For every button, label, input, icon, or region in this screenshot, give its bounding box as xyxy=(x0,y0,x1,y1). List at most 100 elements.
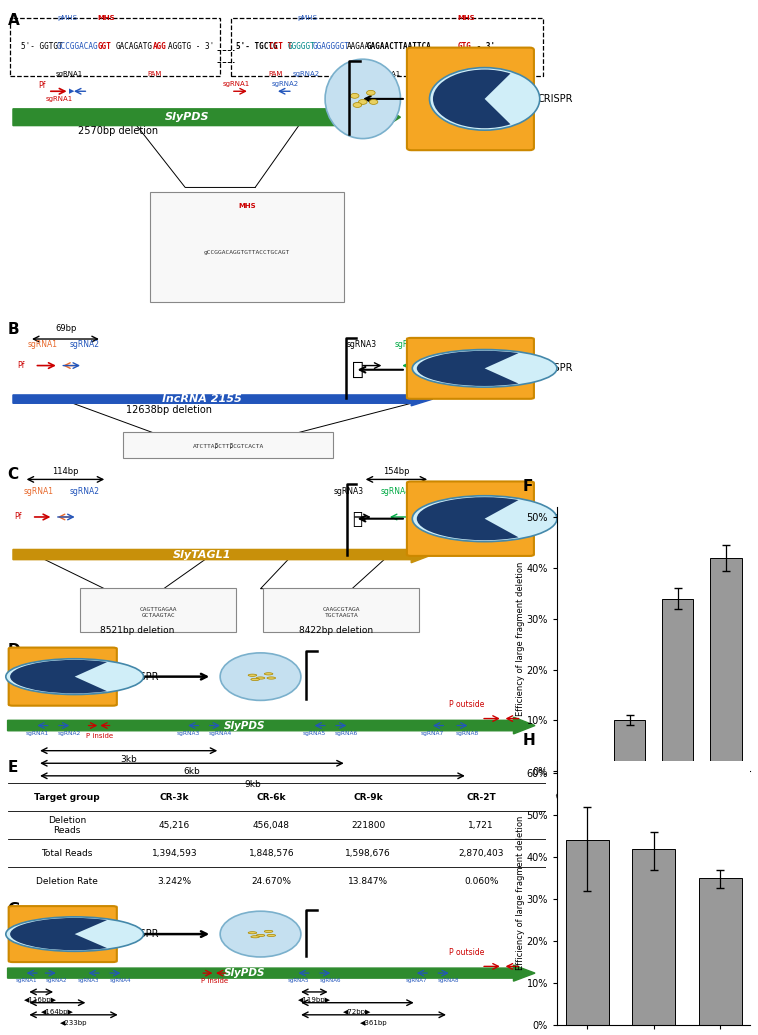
Text: 8521bp deletion: 8521bp deletion xyxy=(99,626,174,634)
Ellipse shape xyxy=(220,653,301,701)
Text: CRISPR: CRISPR xyxy=(124,672,158,682)
Text: sgRNA6: sgRNA6 xyxy=(335,731,359,736)
Text: ATCTTAβCTTβCGTCACTA: ATCTTAβCTTβCGTCACTA xyxy=(193,443,264,449)
Text: SlyPDS: SlyPDS xyxy=(165,112,209,122)
Circle shape xyxy=(267,677,276,679)
Circle shape xyxy=(248,932,257,934)
Text: CAGTTGAGAA
GCTAAGTAC: CAGTTGAGAA GCTAAGTAC xyxy=(139,607,177,618)
Text: sgRNA3: sgRNA3 xyxy=(346,339,377,349)
Circle shape xyxy=(251,678,259,681)
Text: CRISPR: CRISPR xyxy=(537,94,573,104)
Text: ◀72bp▶: ◀72bp▶ xyxy=(343,1009,371,1014)
Text: CCT T: CCT T xyxy=(268,42,292,52)
Text: MHS: MHS xyxy=(238,203,256,209)
FancyBboxPatch shape xyxy=(124,432,334,459)
Text: sgRNA3: sgRNA3 xyxy=(334,487,363,497)
Circle shape xyxy=(412,350,557,387)
Text: Pf: Pf xyxy=(14,512,21,522)
Text: pMHS: pMHS xyxy=(297,16,317,22)
Text: Deletion
Reads: Deletion Reads xyxy=(48,816,86,835)
Text: GACAGATG: GACAGATG xyxy=(115,42,152,52)
Text: sgRNA8: sgRNA8 xyxy=(456,731,479,736)
Text: pMHS: pMHS xyxy=(57,16,77,22)
Text: 3.242%: 3.242% xyxy=(158,877,192,886)
Text: 🌱: 🌱 xyxy=(352,509,362,528)
Text: AGGTG - 3': AGGTG - 3' xyxy=(168,42,215,52)
Text: 2570bp deletion: 2570bp deletion xyxy=(77,126,158,137)
Text: P outside: P outside xyxy=(449,700,484,709)
Text: P inside: P inside xyxy=(202,978,228,984)
Text: GCCGGACAG: GCCGGACAG xyxy=(57,42,99,52)
Text: H: H xyxy=(522,733,535,747)
Text: 8422bp deletion: 8422bp deletion xyxy=(299,626,373,634)
Text: sgRNA2: sgRNA2 xyxy=(45,978,67,983)
Text: sgRNA1: sgRNA1 xyxy=(45,96,73,101)
Text: B: B xyxy=(8,322,19,337)
Text: 5'- TGCTG: 5'- TGCTG xyxy=(236,42,278,52)
Wedge shape xyxy=(10,918,107,950)
Text: sgRNA5: sgRNA5 xyxy=(287,978,309,983)
Bar xyxy=(699,878,741,1025)
Text: CRISPR: CRISPR xyxy=(537,363,573,374)
Text: SlyPDS: SlyPDS xyxy=(224,720,265,731)
Text: MHS: MHS xyxy=(98,16,115,22)
Circle shape xyxy=(6,658,143,694)
FancyArrow shape xyxy=(13,546,433,563)
FancyBboxPatch shape xyxy=(407,48,534,150)
Circle shape xyxy=(267,935,276,937)
Text: sgRNA1: sgRNA1 xyxy=(223,82,250,87)
Text: sgRNA4: sgRNA4 xyxy=(110,978,131,983)
Text: 456,048: 456,048 xyxy=(252,821,290,830)
Text: 221800: 221800 xyxy=(351,821,385,830)
Text: sgRNA4: sgRNA4 xyxy=(395,339,425,349)
Text: GGT: GGT xyxy=(98,42,111,52)
Text: 69bp: 69bp xyxy=(55,324,77,332)
Circle shape xyxy=(369,99,377,105)
Wedge shape xyxy=(417,497,518,540)
Text: CR-9k: CR-9k xyxy=(353,793,383,802)
Circle shape xyxy=(367,90,375,95)
Text: 6kb: 6kb xyxy=(183,768,200,776)
FancyBboxPatch shape xyxy=(407,337,534,398)
FancyBboxPatch shape xyxy=(231,18,543,76)
Text: lncRNA 2155: lncRNA 2155 xyxy=(162,394,242,404)
Text: sgRNA3: sgRNA3 xyxy=(77,978,99,983)
Text: ◀361bp: ◀361bp xyxy=(360,1021,387,1027)
Bar xyxy=(710,558,741,771)
Text: PAM: PAM xyxy=(148,71,162,78)
Circle shape xyxy=(412,496,557,541)
Text: sgRNA2: sgRNA2 xyxy=(70,339,99,349)
Text: 1,721: 1,721 xyxy=(468,821,494,830)
Wedge shape xyxy=(10,660,107,693)
Text: GGGGGT: GGGGGT xyxy=(287,42,315,52)
Circle shape xyxy=(251,936,259,938)
Text: E: E xyxy=(8,760,18,774)
Circle shape xyxy=(265,673,273,675)
Text: A: A xyxy=(8,13,20,28)
Text: sgRNA3: sgRNA3 xyxy=(177,731,199,736)
Text: sgRNA6: sgRNA6 xyxy=(320,978,341,983)
Text: Pr: Pr xyxy=(438,361,446,371)
Text: gCCGGACAGGTGTTACCTGCAGT: gCCGGACAGGTGTTACCTGCAGT xyxy=(204,249,290,255)
Circle shape xyxy=(350,93,359,98)
Bar xyxy=(566,769,597,771)
Text: Target group: Target group xyxy=(34,793,99,802)
Text: Pf: Pf xyxy=(38,81,45,90)
Y-axis label: Efficiency of large fragment deletion: Efficiency of large fragment deletion xyxy=(516,816,525,970)
Text: 2,870,403: 2,870,403 xyxy=(459,849,504,858)
Text: ◀116bp▶: ◀116bp▶ xyxy=(24,997,58,1003)
FancyBboxPatch shape xyxy=(80,588,236,632)
FancyBboxPatch shape xyxy=(8,648,117,706)
FancyArrow shape xyxy=(8,717,535,734)
Text: CRISPR: CRISPR xyxy=(537,513,573,524)
FancyBboxPatch shape xyxy=(263,588,419,632)
Text: 154bp: 154bp xyxy=(383,468,409,476)
Text: 154bp: 154bp xyxy=(346,84,373,93)
Circle shape xyxy=(353,102,362,108)
Circle shape xyxy=(265,930,273,933)
Text: ▶: ▶ xyxy=(70,88,75,94)
Text: GAGAACTTAATTCA: GAGAACTTAATTCA xyxy=(367,42,432,52)
Text: sgRNA7: sgRNA7 xyxy=(421,731,444,736)
Text: - 3': - 3' xyxy=(472,42,495,52)
Bar xyxy=(614,720,645,771)
